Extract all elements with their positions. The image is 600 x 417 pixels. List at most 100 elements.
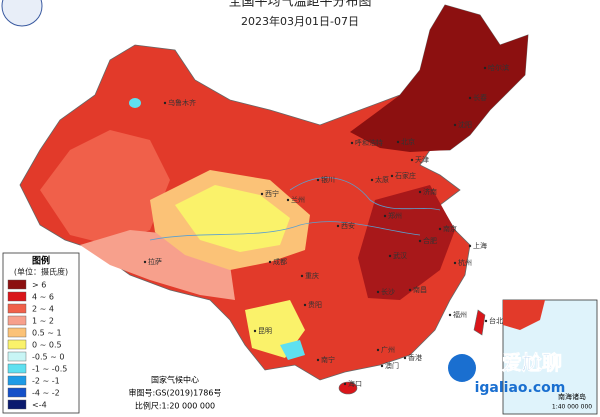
city-dot xyxy=(388,254,392,258)
city-dot xyxy=(453,261,457,265)
region-northeast xyxy=(350,5,528,152)
legend-swatch xyxy=(7,363,27,374)
city-dot xyxy=(483,66,487,70)
legend-swatch xyxy=(7,399,27,410)
legend-swatch xyxy=(7,291,27,302)
city-dot xyxy=(418,239,422,243)
city-dot xyxy=(316,358,320,362)
footer-line: 审图号:GS(2019)1786号 xyxy=(129,388,222,398)
legend-swatch xyxy=(7,375,27,386)
region-cold xyxy=(280,340,305,360)
city-label: 西宁 xyxy=(265,189,279,198)
region-cold-spot xyxy=(129,98,141,108)
map-title: 全国平均气温距平分布图 xyxy=(228,0,371,10)
legend-items: > 6 4 ~ 6 2 ~ 4 1 ~ 2 0.5 ~ 1 0 ~ 0.5 -0.5 ~ 0… xyxy=(7,279,67,410)
city-label: 香港 xyxy=(408,353,422,362)
legend-swatch xyxy=(7,303,27,314)
river xyxy=(289,177,441,211)
watermark: 爱尬聊 igaliao.com xyxy=(448,350,566,396)
city-label: 杭州 xyxy=(458,258,472,267)
city-label: 天津 xyxy=(415,156,429,164)
city-dot xyxy=(350,141,354,145)
city-dot xyxy=(300,274,304,278)
watermark-brand: 爱尬聊 xyxy=(502,351,562,375)
city-label: 拉萨 xyxy=(148,257,162,266)
city-dot xyxy=(410,158,414,162)
city-label: 沈阳 xyxy=(458,120,472,129)
legend-label: 1 ~ 2 xyxy=(32,317,54,326)
city-dot xyxy=(268,260,272,264)
city-dot xyxy=(376,348,380,352)
city-dot xyxy=(468,96,472,100)
legend-label: > 6 xyxy=(32,281,46,290)
map-subtitle: 2023年03月01日-07日 xyxy=(241,14,359,28)
city-label: 银川 xyxy=(321,175,335,184)
city-dot xyxy=(376,290,380,294)
city-label: 广州 xyxy=(381,345,395,354)
city-dot xyxy=(453,123,457,127)
city-dot xyxy=(383,214,387,218)
legend-label: -1 ~ -0.5 xyxy=(32,365,67,374)
city-dot xyxy=(468,244,472,248)
city-label: 南昌 xyxy=(413,285,427,294)
legend-label: 2 ~ 4 xyxy=(32,305,54,314)
river xyxy=(149,221,421,241)
city-label: 哈尔滨 xyxy=(488,63,509,72)
city-dot xyxy=(316,178,320,182)
city-dot xyxy=(253,329,257,333)
city-label: 上海 xyxy=(473,241,487,250)
city-label: 长春 xyxy=(473,93,487,102)
city-label: 武汉 xyxy=(393,251,407,260)
city-label: 合肥 xyxy=(423,236,437,245)
legend-label: -0.5 ~ 0 xyxy=(32,353,65,362)
city-dot xyxy=(403,356,407,360)
city-dot xyxy=(408,288,412,292)
legend-swatch xyxy=(7,327,27,338)
inset-land xyxy=(503,300,545,330)
legend-label: 0.5 ~ 1 xyxy=(32,329,62,338)
city-dot xyxy=(260,192,264,196)
inset-title: 南海诸岛 xyxy=(558,392,586,401)
city-dot xyxy=(163,101,167,105)
inset-scale: 1:40 000 000 xyxy=(552,404,592,411)
city-label: 太原 xyxy=(375,175,389,184)
city-dot xyxy=(303,303,307,307)
watermark-icon xyxy=(448,354,476,382)
legend-label: 0 ~ 0.5 xyxy=(32,341,62,350)
legend-swatch xyxy=(7,279,27,290)
legend: 图例 (单位：摄氏度) > 6 4 ~ 6 2 ~ 4 1 ~ 2 0.5 ~ 1 0 ~… xyxy=(2,252,80,414)
hainan xyxy=(338,381,358,395)
city-label: 乌鲁木齐 xyxy=(168,98,196,107)
footer-line: 比例尺:1:20 000 000 xyxy=(135,401,215,411)
region-west xyxy=(40,130,170,245)
inset: 南海诸岛 1:40 000 000 xyxy=(502,299,598,415)
legend-label: 4 ~ 6 xyxy=(32,293,54,302)
city-dot xyxy=(390,174,394,178)
city-label: 福州 xyxy=(453,310,467,319)
legend-label: -2 ~ -1 xyxy=(32,377,60,386)
city-label: 台北 xyxy=(489,316,503,325)
city-dot xyxy=(336,224,340,228)
city-label: 郑州 xyxy=(388,212,402,220)
city-dot xyxy=(370,178,374,182)
city-label: 长沙 xyxy=(381,287,395,296)
city-dot xyxy=(418,190,422,194)
legend-title: 图例 xyxy=(32,255,50,267)
city-label: 昆明 xyxy=(258,327,272,335)
city-dot xyxy=(286,198,290,202)
legend-swatch xyxy=(7,387,27,398)
watermark-url: igaliao.com xyxy=(475,380,566,396)
legend-swatch xyxy=(7,351,27,362)
region-central xyxy=(358,185,455,300)
city-label: 南宁 xyxy=(321,355,335,364)
legend-unit: (单位：摄氏度) xyxy=(14,267,68,277)
city-label: 澳门 xyxy=(385,361,399,370)
city-label: 重庆 xyxy=(305,271,319,280)
legend-label: <-4 xyxy=(32,401,47,410)
legend-swatch xyxy=(7,339,27,350)
city-label: 海口 xyxy=(348,379,362,388)
city-label: 南京 xyxy=(443,224,457,233)
city-label: 兰州 xyxy=(291,195,305,204)
